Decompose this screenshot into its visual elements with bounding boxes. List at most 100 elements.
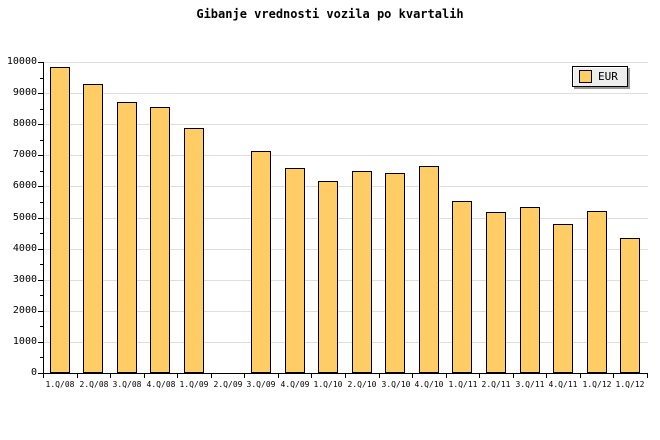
- x-axis-tick: [244, 374, 245, 378]
- bar: [50, 67, 70, 373]
- x-axis-label: 1.Q/09: [179, 380, 209, 389]
- y-axis-label: 8000: [12, 118, 37, 129]
- x-axis-label: 1.Q/12: [582, 380, 612, 389]
- y-axis-label: 3000: [12, 274, 37, 285]
- bar: [385, 173, 405, 373]
- bar: [285, 168, 305, 373]
- y-axis-tick: [40, 357, 43, 358]
- gridline: [44, 186, 648, 187]
- x-axis-tick: [345, 374, 346, 378]
- y-axis-line: [43, 62, 44, 374]
- x-axis-label: 1.Q/08: [45, 380, 75, 389]
- y-axis-tick: [40, 264, 43, 265]
- gridline: [44, 218, 648, 219]
- gridline: [44, 280, 648, 281]
- x-axis-tick: [379, 374, 380, 378]
- x-axis-tick: [647, 374, 648, 378]
- bar: [620, 238, 640, 373]
- gridline: [44, 93, 648, 94]
- bar: [150, 107, 170, 373]
- bar: [184, 128, 204, 373]
- chart-title: Gibanje vrednosti vozila po kvartalih: [196, 7, 464, 21]
- y-axis-tick: [40, 171, 43, 172]
- bar: [553, 224, 573, 373]
- y-axis-tick: [40, 140, 43, 141]
- gridline: [44, 249, 648, 250]
- y-axis-tick: [40, 78, 43, 79]
- x-axis-label: 3.Q/08: [112, 380, 142, 389]
- x-axis-label: 4.Q/11: [548, 380, 578, 389]
- x-axis-label: 4.Q/08: [146, 380, 176, 389]
- y-axis-tick: [38, 280, 43, 281]
- x-axis-tick: [613, 374, 614, 378]
- y-axis-label: 2000: [12, 305, 37, 316]
- x-axis-tick: [177, 374, 178, 378]
- x-axis-label: 4.Q/10: [414, 380, 444, 389]
- y-axis-tick: [38, 93, 43, 94]
- y-axis-tick: [38, 62, 43, 63]
- x-axis-label: 3.Q/10: [381, 380, 411, 389]
- bar: [251, 151, 271, 373]
- gridline: [44, 311, 648, 312]
- bar: [520, 207, 540, 373]
- x-axis-label: 4.Q/09: [280, 380, 310, 389]
- legend: EUR: [572, 66, 628, 87]
- y-axis-label: 10000: [6, 56, 37, 67]
- y-axis-label: 0: [30, 367, 37, 378]
- y-axis-tick: [40, 109, 43, 110]
- bar: [83, 84, 103, 373]
- x-axis-tick: [110, 374, 111, 378]
- gridline: [44, 342, 648, 343]
- x-axis-tick: [580, 374, 581, 378]
- x-axis-tick: [412, 374, 413, 378]
- y-axis-tick: [40, 202, 43, 203]
- y-axis-label: 6000: [12, 180, 37, 191]
- bar: [452, 201, 472, 373]
- y-axis-tick: [38, 155, 43, 156]
- y-axis-label: 5000: [12, 212, 37, 223]
- bar: [419, 166, 439, 373]
- x-axis-tick: [513, 374, 514, 378]
- x-axis-label: 2.Q/11: [481, 380, 511, 389]
- bar: [117, 102, 137, 373]
- x-axis-tick: [43, 374, 44, 378]
- x-axis-tick: [278, 374, 279, 378]
- x-axis-label: 2.Q/09: [213, 380, 243, 389]
- y-axis-tick: [38, 218, 43, 219]
- y-axis-tick: [38, 342, 43, 343]
- y-axis-tick: [38, 311, 43, 312]
- x-axis-label: 3.Q/11: [515, 380, 545, 389]
- bar: [587, 211, 607, 373]
- x-axis-tick: [446, 374, 447, 378]
- y-axis-tick: [40, 326, 43, 327]
- legend-series-label: EUR: [598, 70, 618, 83]
- x-axis-label: 2.Q/10: [347, 380, 377, 389]
- bar: [486, 212, 506, 373]
- gridline: [44, 62, 648, 63]
- y-axis-label: 7000: [12, 149, 37, 160]
- x-axis-tick: [546, 374, 547, 378]
- x-axis-label: 2.Q/08: [79, 380, 109, 389]
- y-axis-tick: [38, 373, 43, 374]
- x-axis-label: 3.Q/09: [246, 380, 276, 389]
- y-axis-tick: [38, 124, 43, 125]
- legend-swatch-icon: [579, 70, 592, 83]
- bar: [318, 181, 338, 373]
- y-axis-tick: [40, 295, 43, 296]
- x-axis-tick: [479, 374, 480, 378]
- bar: [352, 171, 372, 373]
- gridline: [44, 124, 648, 125]
- x-axis-label: 1.Q/12: [615, 380, 645, 389]
- gridline: [44, 155, 648, 156]
- x-axis-tick: [77, 374, 78, 378]
- y-axis-label: 1000: [12, 336, 37, 347]
- y-axis-tick: [38, 249, 43, 250]
- x-axis-tick: [311, 374, 312, 378]
- y-axis-label: 4000: [12, 243, 37, 254]
- x-axis-tick: [144, 374, 145, 378]
- y-axis-tick: [40, 233, 43, 234]
- x-axis-label: 1.Q/11: [448, 380, 478, 389]
- x-axis-line: [43, 373, 648, 374]
- y-axis-label: 9000: [12, 87, 37, 98]
